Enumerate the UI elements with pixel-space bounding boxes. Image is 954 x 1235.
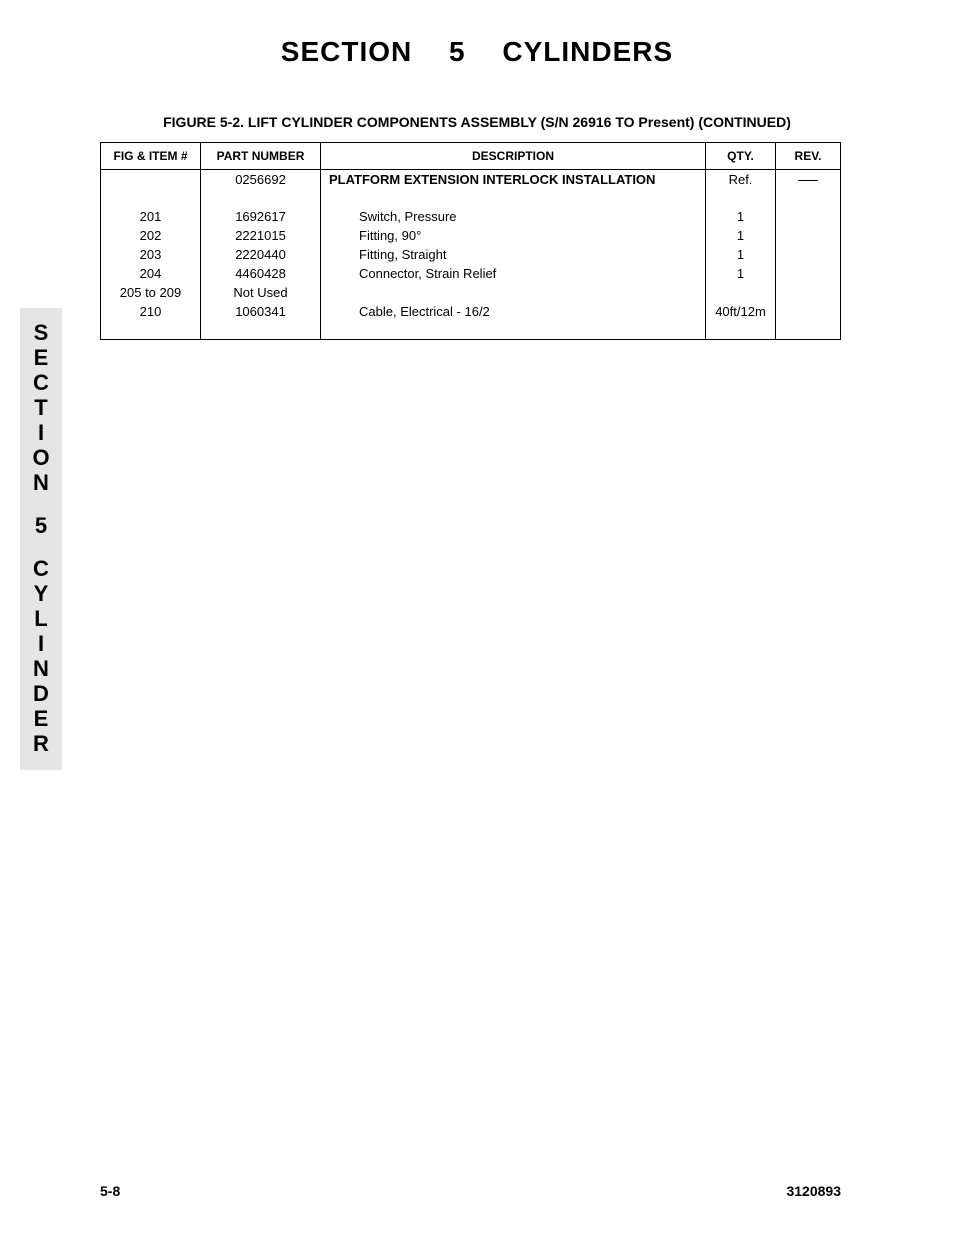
table-row: 2044460428Connector, Strain Relief1 [101,264,841,283]
side-tab: SECTION5CYLINDER [20,308,62,770]
side-tab-letter: Y [20,581,62,606]
table-row: 2032220440Fitting, Straight1 [101,245,841,264]
cell-part: 0256692 [201,170,321,190]
table-header-row: FIG & ITEM # PART NUMBER DESCRIPTION QTY… [101,143,841,170]
cell-fig: 202 [101,226,201,245]
cell-part: 1060341 [201,302,321,321]
cell-part: 2220440 [201,245,321,264]
cell-qty: 1 [706,245,776,264]
side-tab-letter: D [20,681,62,706]
side-tab-letter: C [20,370,62,395]
cell-description: Fitting, Straight [321,245,706,264]
cell-qty: 40ft/12m [706,302,776,321]
cell-rev [776,283,841,302]
cell-description [321,283,706,302]
cell-qty [706,283,776,302]
side-tab-letter [20,495,62,513]
cell-part: Not Used [201,283,321,302]
table-row: 2101060341Cable, Electrical - 16/240ft/1… [101,302,841,321]
table-row [101,189,841,207]
cell-description: Fitting, 90° [321,226,706,245]
side-tab-letter: 5 [20,513,62,538]
table-row: 2022221015Fitting, 90°1 [101,226,841,245]
cell-part: 4460428 [201,264,321,283]
figure-label: FIGURE 5-2. LIFT CYLINDER COMPONENTS ASS… [0,114,954,130]
footer-page-right: 3120893 [786,1183,841,1199]
side-tab-letter: T [20,395,62,420]
cell-qty: 1 [706,264,776,283]
col-header-desc: DESCRIPTION [321,143,706,170]
cell-description: PLATFORM EXTENSION INTERLOCK INSTALLATIO… [321,170,706,190]
parts-table-wrap: FIG & ITEM # PART NUMBER DESCRIPTION QTY… [100,142,841,340]
cell-fig: 201 [101,207,201,226]
table-row: 205 to 209Not Used [101,283,841,302]
side-tab-letter: I [20,631,62,656]
col-header-fig: FIG & ITEM # [101,143,201,170]
cell-rev [776,170,841,190]
page-footer: 5-8 3120893 [100,1183,841,1199]
cell-rev [776,264,841,283]
cell-fig: 205 to 209 [101,283,201,302]
cell-rev [776,302,841,321]
side-tab-letter: S [20,320,62,345]
cell-description: Cable, Electrical - 16/2 [321,302,706,321]
cell-part: 1692617 [201,207,321,226]
col-header-qty: QTY. [706,143,776,170]
cell-fig: 210 [101,302,201,321]
cell-part: 2221015 [201,226,321,245]
cell-rev [776,207,841,226]
cell-description: Switch, Pressure [321,207,706,226]
side-tab-letter: E [20,345,62,370]
cell-qty: 1 [706,207,776,226]
side-tab-letter: C [20,556,62,581]
side-tab-letter: L [20,606,62,631]
side-tab-letter: N [20,656,62,681]
side-tab-letter: N [20,470,62,495]
parts-table-body: 0256692PLATFORM EXTENSION INTERLOCK INST… [101,170,841,340]
table-filler-row [101,321,841,339]
table-row: 2011692617Switch, Pressure1 [101,207,841,226]
cell-fig: 203 [101,245,201,264]
section-title: SECTION 5 CYLINDERS [0,0,954,68]
parts-table: FIG & ITEM # PART NUMBER DESCRIPTION QTY… [100,142,841,340]
footer-page-left: 5-8 [100,1183,120,1199]
cell-rev [776,226,841,245]
cell-qty: 1 [706,226,776,245]
table-row: 0256692PLATFORM EXTENSION INTERLOCK INST… [101,170,841,190]
col-header-part: PART NUMBER [201,143,321,170]
col-header-rev: REV. [776,143,841,170]
side-tab-letter: O [20,445,62,470]
cell-fig [101,170,201,190]
side-tab-letter: I [20,420,62,445]
side-tab-letter [20,538,62,556]
cell-fig: 204 [101,264,201,283]
cell-description: Connector, Strain Relief [321,264,706,283]
side-tab-letter: R [20,731,62,756]
side-tab-letter: E [20,706,62,731]
cell-rev [776,245,841,264]
cell-qty: Ref. [706,170,776,190]
